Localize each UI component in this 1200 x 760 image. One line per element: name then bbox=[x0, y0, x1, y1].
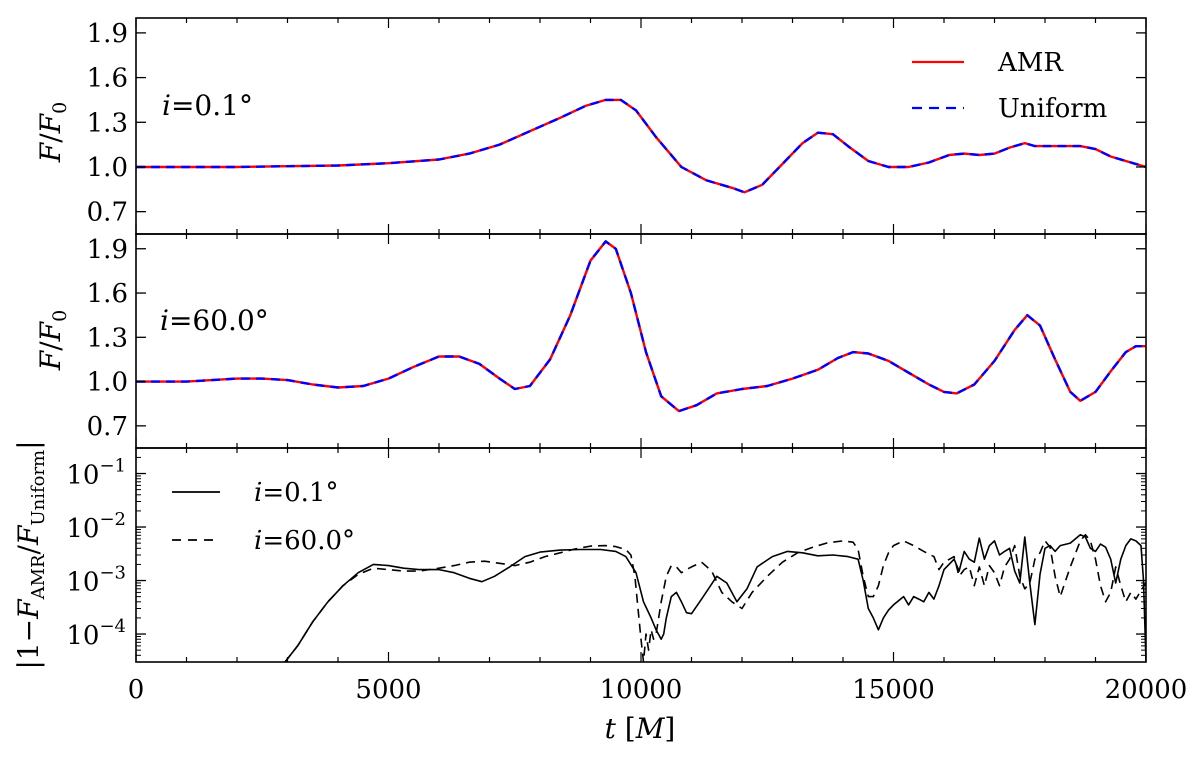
legend-label: AMR bbox=[997, 48, 1064, 78]
legend-label: i=0.1° bbox=[254, 478, 338, 508]
y-axis-title: F/F0 bbox=[34, 102, 71, 163]
y-tick-label: 1.6 bbox=[87, 279, 128, 309]
y-tick-label: 1.9 bbox=[87, 19, 128, 49]
top-panel: 0.7 1.0 1.3 1.6 1.9 i=0.1° F/F0 AMR Uniform bbox=[34, 17, 1147, 235]
y-tick-label: 0.7 bbox=[87, 198, 128, 228]
y-tick-label: 0.7 bbox=[87, 412, 128, 442]
y-tick-label: 1.6 bbox=[87, 64, 128, 94]
x-tick-label: 0 bbox=[128, 675, 145, 705]
series-line-dashed bbox=[136, 240, 1146, 413]
y-tick-label: 10−1 bbox=[66, 456, 126, 491]
panel-annotation: i=60.0° bbox=[160, 304, 269, 337]
x-tick-label: 15000 bbox=[852, 675, 935, 705]
y-tick-label: 1.3 bbox=[87, 323, 128, 353]
x-axis-title: t [M] bbox=[605, 712, 676, 745]
y-axis-title: |1−FAMR/FUniform| bbox=[12, 440, 49, 669]
series-line-solid bbox=[284, 533, 1146, 662]
y-tick-label: 10−4 bbox=[66, 616, 126, 651]
x-tick-label: 10000 bbox=[600, 675, 683, 705]
legend: i=0.1° i=60.0° bbox=[172, 478, 355, 556]
bottom-panel: 10−4 10−3 10−2 10−1 0 5000 10000 15000 20000 i=0… bbox=[12, 440, 1187, 745]
y-tick-label: 1.0 bbox=[87, 368, 128, 398]
y-axis-title: F/F0 bbox=[34, 310, 71, 371]
y-tick-label: 1.0 bbox=[87, 153, 128, 183]
legend-label: i=60.0° bbox=[254, 526, 355, 556]
y-tick-label: 10−2 bbox=[66, 509, 126, 544]
y-tick-label: 1.9 bbox=[87, 235, 128, 265]
y-tick-label: 1.3 bbox=[87, 108, 128, 138]
panel-annotation: i=0.1° bbox=[162, 89, 253, 122]
legend: AMR Uniform bbox=[912, 48, 1107, 124]
legend-label: Uniform bbox=[998, 94, 1107, 124]
x-tick-label: 20000 bbox=[1105, 675, 1188, 705]
series-line-dashed bbox=[136, 98, 1146, 194]
y-tick-label: 10−3 bbox=[66, 563, 126, 598]
series-line-dashed bbox=[284, 533, 1146, 662]
x-tick-label: 5000 bbox=[355, 675, 421, 705]
